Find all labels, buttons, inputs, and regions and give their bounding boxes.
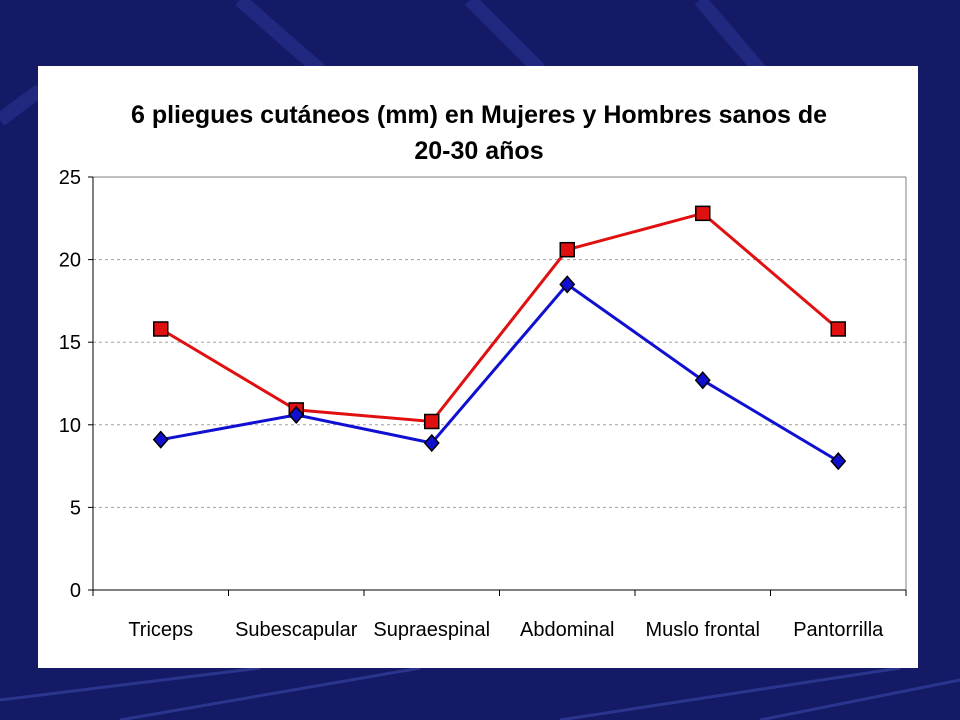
- data-point-diamond: [288, 405, 305, 425]
- series: [152, 205, 847, 471]
- x-tick-label: Muslo frontal: [646, 619, 761, 641]
- data-point-diamond: [152, 430, 169, 449]
- line-chart: 6 pliegues cutáneos (mm) en Mujeres y Ho…: [59, 101, 907, 641]
- x-tick-label: Triceps: [128, 619, 193, 641]
- series-2: [152, 275, 847, 471]
- axes: [88, 176, 907, 596]
- series-line: [159, 211, 840, 424]
- data-point-square: [695, 205, 711, 222]
- data-point-diamond: [830, 452, 847, 471]
- x-tick-label: Pantorrilla: [793, 619, 884, 641]
- chart-panel: 6 pliegues cutáneos (mm) en Mujeres y Ho…: [38, 66, 918, 668]
- data-point-diamond: [423, 433, 440, 453]
- x-tick-label: Abdominal: [520, 619, 615, 641]
- data-point-square: [424, 413, 440, 430]
- y-tick-label: 5: [70, 497, 81, 519]
- series-1: [153, 205, 846, 430]
- y-tick-label: 0: [70, 580, 81, 602]
- chart-title-line-2: 20-30 años: [414, 137, 543, 165]
- data-point-diamond: [694, 371, 711, 390]
- x-tick-labels: Triceps Subescapular Supraespinal Abdominal…: [128, 619, 884, 641]
- series-line: [160, 282, 840, 463]
- x-tick-label: Supraespinal: [373, 619, 490, 641]
- chart-title: 6 pliegues cutáneos (mm) en Mujeres y Ho…: [131, 101, 827, 129]
- data-point-square: [153, 321, 169, 337]
- y-tick-label: 25: [59, 167, 81, 189]
- y-tick-label: 10: [59, 415, 81, 437]
- data-point-diamond: [559, 275, 576, 294]
- data-point-square: [559, 241, 575, 258]
- y-tick-label: 20: [59, 250, 81, 272]
- y-tick-label: 15: [59, 332, 81, 354]
- gridlines: [93, 176, 906, 508]
- y-tick-labels: 0 5 10 15 20 25: [59, 167, 81, 602]
- x-tick-label: Subescapular: [235, 619, 358, 641]
- data-point-square: [830, 321, 846, 337]
